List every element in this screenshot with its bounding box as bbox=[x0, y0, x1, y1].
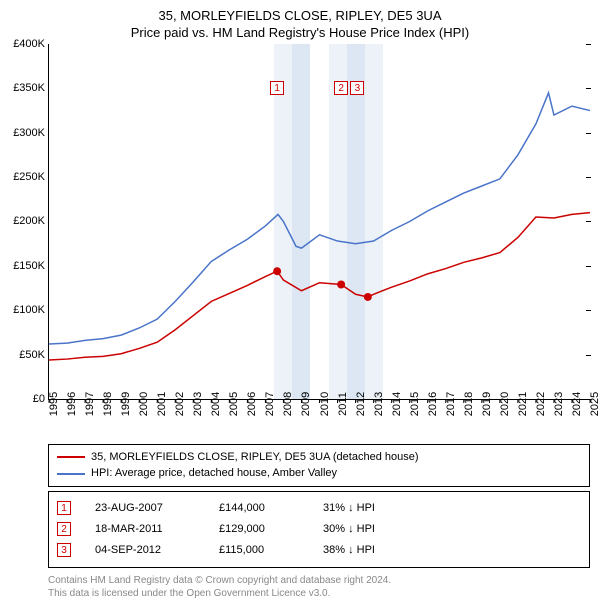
sale-price: £144,000 bbox=[219, 498, 299, 519]
sale-marker-icon: 3 bbox=[57, 543, 71, 557]
series-hpi bbox=[49, 93, 590, 344]
x-tick-label: 2015 bbox=[409, 392, 421, 416]
table-row: 1 23-AUG-2007 £144,000 31% ↓ HPI bbox=[57, 498, 581, 519]
sale-marker-icon: 1 bbox=[57, 501, 71, 515]
legend-swatch bbox=[57, 456, 85, 458]
y-tick-label: £300K bbox=[13, 127, 49, 139]
sale-diff: 30% ↓ HPI bbox=[323, 519, 403, 540]
x-tick-label: 2005 bbox=[228, 392, 240, 416]
x-tick-label: 1995 bbox=[48, 392, 60, 416]
legend-swatch bbox=[57, 473, 85, 475]
x-tick-label: 2020 bbox=[499, 392, 511, 416]
legend: 35, MORLEYFIELDS CLOSE, RIPLEY, DE5 3UA … bbox=[48, 444, 590, 487]
sale-price: £115,000 bbox=[219, 540, 299, 561]
y-tick-label: £50K bbox=[19, 349, 49, 361]
legend-label: 35, MORLEYFIELDS CLOSE, RIPLEY, DE5 3UA … bbox=[91, 449, 419, 466]
x-tick-label: 2016 bbox=[427, 392, 439, 416]
x-tick-label: 2023 bbox=[553, 392, 565, 416]
x-tick-label: 2013 bbox=[373, 392, 385, 416]
sale-date: 04-SEP-2012 bbox=[95, 540, 195, 561]
x-tick-label: 2025 bbox=[589, 392, 600, 416]
footer-line: This data is licensed under the Open Gov… bbox=[48, 587, 590, 600]
x-tick-label: 2018 bbox=[463, 392, 475, 416]
lines-svg bbox=[49, 44, 590, 399]
sale-diff: 38% ↓ HPI bbox=[323, 540, 403, 561]
x-tick-label: 2021 bbox=[517, 392, 529, 416]
x-tick-label: 2011 bbox=[337, 392, 349, 416]
y-tick-label: £350K bbox=[13, 82, 49, 94]
sale-point-dot bbox=[273, 267, 281, 275]
x-tick-label: 2009 bbox=[300, 392, 312, 416]
sale-marker-1: 1 bbox=[270, 81, 284, 95]
table-row: 3 04-SEP-2012 £115,000 38% ↓ HPI bbox=[57, 540, 581, 561]
x-tick-label: 2019 bbox=[481, 392, 493, 416]
sale-price: £129,000 bbox=[219, 519, 299, 540]
footer-line: Contains HM Land Registry data © Crown c… bbox=[48, 574, 590, 587]
x-tick-label: 2007 bbox=[264, 392, 276, 416]
sale-marker-3: 3 bbox=[350, 81, 364, 95]
x-tick-label: 2006 bbox=[246, 392, 258, 416]
y-tick-label: £250K bbox=[13, 171, 49, 183]
x-tick-label: 1997 bbox=[84, 392, 96, 416]
x-tick-label: 2000 bbox=[138, 392, 150, 416]
x-tick-label: 1999 bbox=[120, 392, 132, 416]
sale-date: 18-MAR-2011 bbox=[95, 519, 195, 540]
chart-subtitle: Price paid vs. HM Land Registry's House … bbox=[0, 25, 600, 40]
x-tick-label: 2012 bbox=[355, 392, 367, 416]
sale-point-dot bbox=[337, 280, 345, 288]
y-tick-label: £100K bbox=[13, 304, 49, 316]
sales-table: 1 23-AUG-2007 £144,000 31% ↓ HPI 2 18-MA… bbox=[48, 491, 590, 568]
x-tick-label: 2003 bbox=[192, 392, 204, 416]
x-tick-label: 2004 bbox=[210, 392, 222, 416]
y-tick-label: £200K bbox=[13, 215, 49, 227]
x-tick-label: 2008 bbox=[282, 392, 294, 416]
y-tick-label: £0 bbox=[33, 393, 49, 405]
x-tick-label: 2017 bbox=[445, 392, 457, 416]
x-tick-label: 2022 bbox=[535, 392, 547, 416]
sale-diff: 31% ↓ HPI bbox=[323, 498, 403, 519]
sale-marker-2: 2 bbox=[334, 81, 348, 95]
y-tick-label: £400K bbox=[13, 38, 49, 50]
footer-attribution: Contains HM Land Registry data © Crown c… bbox=[48, 574, 590, 600]
chart-container: 35, MORLEYFIELDS CLOSE, RIPLEY, DE5 3UA … bbox=[0, 0, 600, 590]
legend-item: HPI: Average price, detached house, Ambe… bbox=[57, 465, 581, 482]
chart-title: 35, MORLEYFIELDS CLOSE, RIPLEY, DE5 3UA bbox=[0, 0, 600, 25]
legend-item: 35, MORLEYFIELDS CLOSE, RIPLEY, DE5 3UA … bbox=[57, 449, 581, 466]
x-tick-label: 1996 bbox=[66, 392, 78, 416]
y-tick-label: £150K bbox=[13, 260, 49, 272]
x-tick-label: 2024 bbox=[571, 392, 583, 416]
sale-point-dot bbox=[364, 293, 372, 301]
sale-marker-icon: 2 bbox=[57, 522, 71, 536]
table-row: 2 18-MAR-2011 £129,000 30% ↓ HPI bbox=[57, 519, 581, 540]
sale-date: 23-AUG-2007 bbox=[95, 498, 195, 519]
plot-area: £0£50K£100K£150K£200K£250K£300K£350K£400… bbox=[48, 44, 590, 400]
x-tick-label: 2014 bbox=[391, 392, 403, 416]
x-tick-label: 1998 bbox=[102, 392, 114, 416]
x-tick-label: 2002 bbox=[174, 392, 186, 416]
x-tick-label: 2001 bbox=[156, 392, 168, 416]
legend-label: HPI: Average price, detached house, Ambe… bbox=[91, 465, 337, 482]
x-tick-label: 2010 bbox=[319, 392, 331, 416]
x-axis-labels: 1995199619971998199920002001200220032004… bbox=[48, 400, 590, 438]
